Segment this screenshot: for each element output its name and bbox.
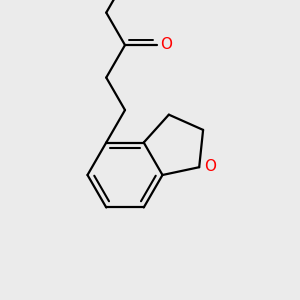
Text: O: O [160, 37, 172, 52]
Text: O: O [204, 159, 216, 174]
